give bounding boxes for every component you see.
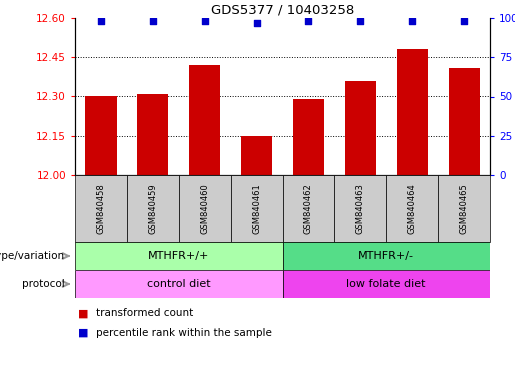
- Text: ■: ■: [78, 308, 88, 318]
- Point: [460, 18, 468, 24]
- Bar: [386, 175, 438, 242]
- Text: MTHFR+/-: MTHFR+/-: [358, 251, 414, 261]
- Bar: [334, 175, 386, 242]
- Point: [252, 20, 261, 26]
- Bar: [283, 242, 490, 270]
- Bar: [283, 270, 490, 298]
- Text: control diet: control diet: [147, 279, 211, 289]
- Bar: [75, 242, 283, 270]
- Point: [97, 18, 105, 24]
- Bar: [127, 175, 179, 242]
- Text: percentile rank within the sample: percentile rank within the sample: [96, 328, 271, 338]
- Text: GSM840459: GSM840459: [148, 183, 157, 234]
- Text: GSM840463: GSM840463: [356, 183, 365, 234]
- Bar: [438, 175, 490, 242]
- Point: [408, 18, 416, 24]
- Text: low folate diet: low folate diet: [347, 279, 426, 289]
- Text: GSM840461: GSM840461: [252, 183, 261, 234]
- Text: GSM840462: GSM840462: [304, 183, 313, 234]
- Bar: [397, 50, 428, 175]
- Bar: [179, 175, 231, 242]
- Point: [149, 18, 157, 24]
- Bar: [241, 136, 272, 175]
- Bar: [189, 65, 220, 175]
- Bar: [75, 175, 127, 242]
- Point: [356, 18, 365, 24]
- Bar: [85, 96, 116, 175]
- Text: transformed count: transformed count: [96, 308, 193, 318]
- Text: genotype/variation: genotype/variation: [0, 251, 65, 261]
- Bar: [138, 94, 168, 175]
- Bar: [75, 270, 283, 298]
- Title: GDS5377 / 10403258: GDS5377 / 10403258: [211, 4, 354, 17]
- Bar: [345, 81, 376, 175]
- Bar: [231, 175, 283, 242]
- Point: [200, 18, 209, 24]
- Text: protocol: protocol: [22, 279, 65, 289]
- Bar: [283, 175, 334, 242]
- Bar: [293, 99, 324, 175]
- Text: MTHFR+/+: MTHFR+/+: [148, 251, 210, 261]
- Bar: [449, 68, 479, 175]
- Text: GSM840458: GSM840458: [96, 183, 106, 234]
- Text: GSM840460: GSM840460: [200, 183, 209, 234]
- Text: ■: ■: [78, 328, 88, 338]
- Text: GSM840465: GSM840465: [459, 183, 469, 234]
- Point: [304, 18, 313, 24]
- Text: GSM840464: GSM840464: [408, 183, 417, 234]
